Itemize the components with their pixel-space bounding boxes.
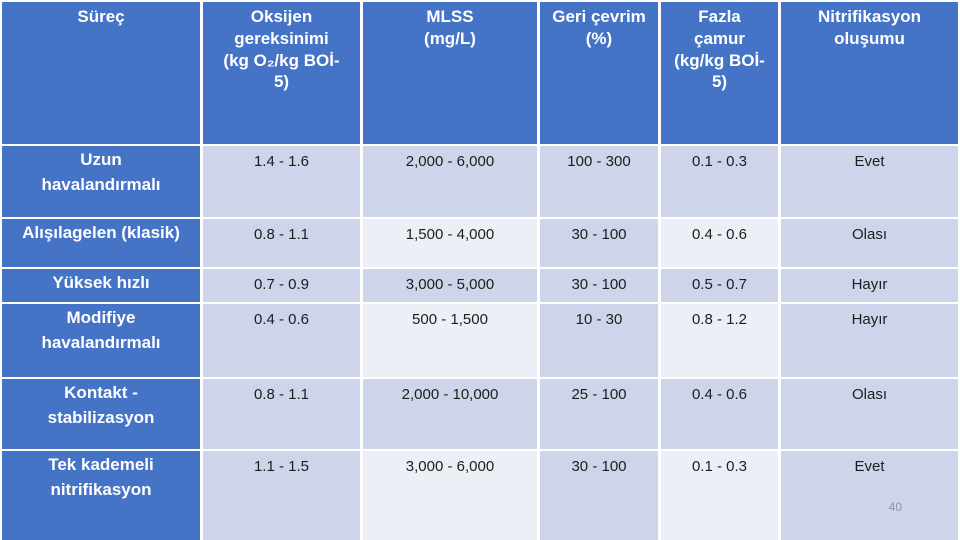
cell-mlss: 3,000 - 5,000 xyxy=(363,269,537,302)
cell-mlss: 500 - 1,500 xyxy=(363,304,537,377)
cell-recycle: 10 - 30 xyxy=(540,304,658,377)
cell-oxygen: 0.8 - 1.1 xyxy=(203,219,360,267)
cell-mlss: 2,000 - 10,000 xyxy=(363,379,537,449)
cell-oxygen: 0.7 - 0.9 xyxy=(203,269,360,302)
cell-recycle: 100 - 300 xyxy=(540,146,658,217)
col-header-mlss: MLSS (mg/L) xyxy=(363,2,537,144)
cell-nitrification: Evet xyxy=(781,146,958,217)
cell-recycle: 30 - 100 xyxy=(540,269,658,302)
cell-oxygen: 0.4 - 0.6 xyxy=(203,304,360,377)
cell-nitrification: Evet xyxy=(781,451,958,540)
cell-sludge: 0.4 - 0.6 xyxy=(661,219,778,267)
cell-oxygen: 1.4 - 1.6 xyxy=(203,146,360,217)
page-number: 40 xyxy=(888,500,902,514)
col-header-process: Süreç xyxy=(2,2,200,144)
cell-sludge: 0.5 - 0.7 xyxy=(661,269,778,302)
col-header-nitrification: Nitrifikasyon oluşumu xyxy=(781,2,958,144)
cell-sludge: 0.8 - 1.2 xyxy=(661,304,778,377)
col-header-oxygen: Oksijen gereksinimi (kg O₂/kg BOİ- 5) xyxy=(203,2,360,144)
cell-recycle: 30 - 100 xyxy=(540,219,658,267)
col-header-sludge: Fazla çamur (kg/kg BOİ- 5) xyxy=(661,2,778,144)
row-label: Uzun havalandırmalı xyxy=(2,146,200,217)
cell-nitrification: Olası xyxy=(781,379,958,449)
cell-mlss: 2,000 - 6,000 xyxy=(363,146,537,217)
cell-oxygen: 0.8 - 1.1 xyxy=(203,379,360,449)
col-header-recycle: Geri çevrim (%) xyxy=(540,2,658,144)
row-label: Kontakt - stabilizasyon xyxy=(2,379,200,449)
row-label: Modifiye havalandırmalı xyxy=(2,304,200,377)
cell-oxygen: 1.1 - 1.5 xyxy=(203,451,360,540)
cell-sludge: 0.1 - 0.3 xyxy=(661,146,778,217)
cell-recycle: 30 - 100 xyxy=(540,451,658,540)
cell-sludge: 0.1 - 0.3 xyxy=(661,451,778,540)
cell-sludge: 0.4 - 0.6 xyxy=(661,379,778,449)
row-label: Tek kademeli nitrifikasyon xyxy=(2,451,200,540)
cell-recycle: 25 - 100 xyxy=(540,379,658,449)
cell-nitrification: Hayır xyxy=(781,269,958,302)
row-label: Alışılagelen (klasik) xyxy=(2,219,200,267)
row-label: Yüksek hızlı xyxy=(2,269,200,302)
cell-nitrification: Hayır xyxy=(781,304,958,377)
cell-nitrification: Olası xyxy=(781,219,958,267)
cell-mlss: 3,000 - 6,000 xyxy=(363,451,537,540)
cell-mlss: 1,500 - 4,000 xyxy=(363,219,537,267)
